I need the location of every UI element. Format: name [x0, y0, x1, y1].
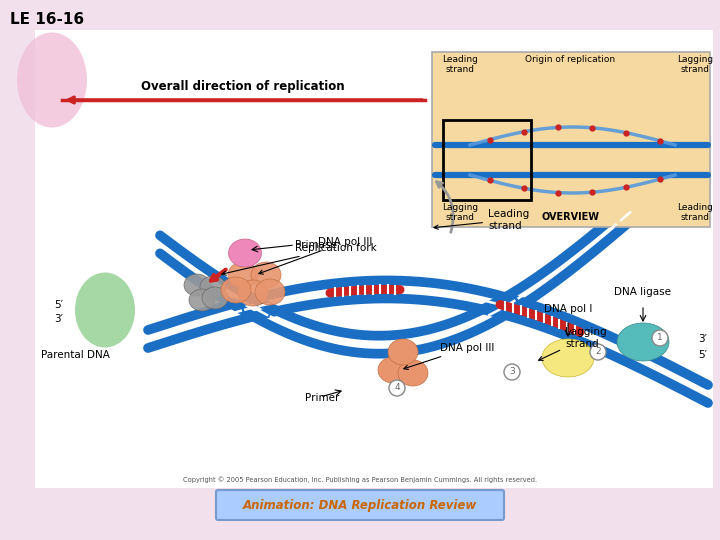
Text: Origin of replication: Origin of replication: [525, 55, 615, 64]
Text: 5′: 5′: [54, 300, 63, 310]
FancyBboxPatch shape: [216, 490, 504, 520]
Ellipse shape: [228, 239, 261, 267]
Ellipse shape: [251, 262, 281, 288]
Text: Lagging
strand: Lagging strand: [539, 327, 607, 360]
Text: 4: 4: [394, 383, 400, 393]
Text: Lagging
strand: Lagging strand: [677, 55, 713, 75]
Text: Overall direction of replication: Overall direction of replication: [141, 80, 345, 93]
Ellipse shape: [255, 279, 285, 305]
Ellipse shape: [17, 32, 87, 127]
Text: Leading
strand: Leading strand: [434, 209, 529, 231]
Text: Parental DNA: Parental DNA: [40, 350, 109, 360]
Text: Leading
strand: Leading strand: [677, 202, 713, 222]
Ellipse shape: [590, 344, 606, 360]
Text: 5′: 5′: [698, 350, 707, 360]
Text: Animation: DNA Replication Review: Animation: DNA Replication Review: [243, 498, 477, 511]
Text: DNA pol III: DNA pol III: [258, 237, 372, 274]
Text: Copyright © 2005 Pearson Education, Inc. Publishing as Pearson Benjamin Cummings: Copyright © 2005 Pearson Education, Inc.…: [183, 476, 537, 483]
Ellipse shape: [200, 276, 226, 298]
Ellipse shape: [228, 262, 258, 288]
Text: LE 16-16: LE 16-16: [10, 12, 84, 27]
Ellipse shape: [504, 364, 520, 380]
Text: Leading
strand: Leading strand: [442, 55, 478, 75]
Ellipse shape: [184, 274, 210, 296]
Ellipse shape: [652, 330, 668, 346]
Ellipse shape: [378, 357, 408, 383]
Text: 3: 3: [509, 368, 515, 376]
Ellipse shape: [221, 277, 251, 303]
Ellipse shape: [398, 360, 428, 386]
Bar: [432, 52, 710, 227]
Ellipse shape: [202, 287, 228, 309]
Text: 3′: 3′: [698, 334, 707, 344]
Ellipse shape: [389, 380, 405, 396]
Text: DNA pol III: DNA pol III: [404, 343, 495, 369]
Text: 3′: 3′: [54, 314, 63, 324]
Text: Primase: Primase: [295, 240, 337, 250]
Ellipse shape: [388, 339, 418, 365]
Text: 1: 1: [657, 334, 663, 342]
Ellipse shape: [617, 323, 669, 361]
Text: DNA ligase: DNA ligase: [614, 287, 672, 297]
Bar: [35, 30, 713, 488]
Ellipse shape: [75, 273, 135, 348]
Text: DNA pol I: DNA pol I: [544, 304, 592, 314]
Text: Replication fork: Replication fork: [222, 243, 377, 275]
Text: Primer: Primer: [305, 393, 339, 403]
Bar: [443, 120, 531, 200]
Ellipse shape: [238, 280, 268, 306]
Text: Lagging
strand: Lagging strand: [442, 202, 478, 222]
Text: OVERVIEW: OVERVIEW: [541, 212, 599, 222]
Text: 2: 2: [595, 348, 600, 356]
Ellipse shape: [189, 289, 215, 311]
Ellipse shape: [542, 339, 594, 377]
